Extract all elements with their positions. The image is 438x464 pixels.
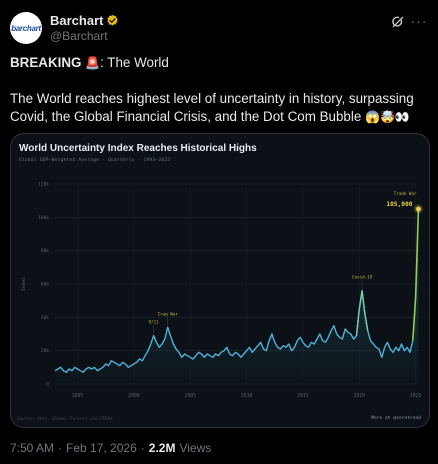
- chart-title: World Uncertainty Index Reaches Historic…: [19, 143, 257, 154]
- y-tick-label: 0: [46, 382, 49, 388]
- x-tick-label: 1995: [72, 393, 84, 399]
- siren-emoji: 🚨: [85, 56, 101, 70]
- y-tick-label: 60k: [41, 282, 49, 288]
- chart-watermark: More at @zerotrend: [371, 416, 421, 421]
- tweet-time[interactable]: 7:50 AM: [10, 441, 55, 455]
- series-line: [54, 289, 414, 374]
- uncertainty-line-chart: 0 20k 40k 60k 80k 100k 120k 1995 2000 2005 2010 201…: [21, 182, 423, 399]
- annotation-label: 9/11: [149, 320, 160, 325]
- y-tick-label: 80k: [41, 248, 49, 254]
- x-tick-label: 2020: [353, 393, 365, 399]
- annotation-label: Iraq War: [158, 311, 179, 316]
- author-display-name[interactable]: Barchart: [50, 13, 104, 28]
- series-line-highlight: [412, 208, 420, 341]
- grok-icon[interactable]: [390, 14, 406, 30]
- tweet-header: barchart Barchart @Barchart ···: [10, 12, 428, 48]
- peak-value-label: 105,000: [386, 201, 412, 208]
- verified-badge-icon: [107, 14, 119, 26]
- tweet-date[interactable]: Feb 17, 2026: [66, 441, 137, 455]
- x-tick-label: 2025: [410, 393, 422, 399]
- avatar-logo-text: barchart: [11, 23, 41, 33]
- series-line-covid: [355, 289, 369, 336]
- chart-subtitle: Global GDP-Weighted Average · Quarterly …: [19, 158, 171, 163]
- peak-point: [416, 206, 421, 212]
- more-options-icon[interactable]: ···: [410, 13, 428, 29]
- x-tick-label: 2005: [184, 393, 196, 399]
- series-area: [55, 209, 419, 384]
- views-label: Views: [179, 441, 212, 455]
- tweet-line3: Covid, the Global Financial Crisis, and …: [10, 109, 362, 124]
- breaking-label: BREAKING: [10, 55, 82, 70]
- chart-source: Source: Ahir, Bloom, Furceri via FRED®: [17, 416, 113, 421]
- reaction-emojis: 😱🤯👀: [365, 110, 410, 124]
- x-tick-label: 2015: [297, 393, 309, 399]
- meta-separator: ·: [140, 441, 145, 455]
- y-tick-label: 100k: [38, 215, 49, 221]
- avatar[interactable]: barchart: [10, 12, 42, 44]
- author-name-row[interactable]: Barchart: [50, 13, 119, 28]
- x-tick-label: 2010: [241, 393, 253, 399]
- meta-separator: ·: [58, 441, 63, 455]
- tweet-meta: 7:50 AM · Feb 17, 2026 · 2.2M Views: [10, 441, 211, 455]
- tweet-line1-rest: : The World: [100, 55, 169, 70]
- y-tick-label: 40k: [41, 315, 49, 321]
- y-tick-label: 120k: [38, 182, 49, 188]
- chart-image[interactable]: World Uncertainty Index Reaches Historic…: [10, 133, 430, 428]
- tweet-line2: The World reaches highest level of uncer…: [10, 91, 414, 106]
- annotation-label: Trade War: [394, 191, 417, 196]
- x-tick-label: 2000: [128, 393, 140, 399]
- y-tick-label: 20k: [41, 348, 49, 354]
- tweet-text: BREAKING 🚨: The World The World reaches …: [10, 54, 428, 126]
- author-handle[interactable]: @Barchart: [50, 29, 108, 43]
- views-count: 2.2M: [148, 441, 176, 455]
- annotation-label: Covid-19: [352, 275, 373, 280]
- y-axis-label: Index: [21, 277, 27, 291]
